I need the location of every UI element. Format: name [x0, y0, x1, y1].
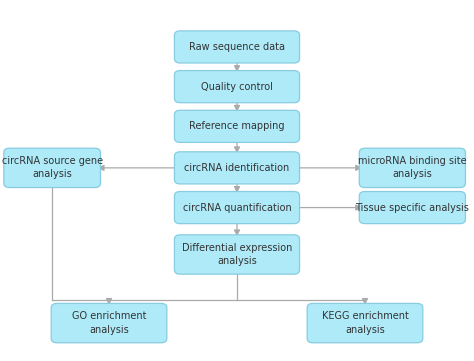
- FancyBboxPatch shape: [174, 70, 300, 103]
- Text: Differential expression
analysis: Differential expression analysis: [182, 243, 292, 266]
- Text: Reference mapping: Reference mapping: [189, 121, 285, 131]
- FancyBboxPatch shape: [51, 303, 167, 343]
- FancyBboxPatch shape: [307, 303, 423, 343]
- FancyBboxPatch shape: [174, 152, 300, 184]
- FancyBboxPatch shape: [4, 148, 100, 187]
- Text: Raw sequence data: Raw sequence data: [189, 42, 285, 52]
- Text: GO enrichment
analysis: GO enrichment analysis: [72, 312, 146, 335]
- FancyBboxPatch shape: [174, 235, 300, 274]
- Text: KEGG enrichment
analysis: KEGG enrichment analysis: [321, 312, 409, 335]
- FancyBboxPatch shape: [359, 192, 465, 224]
- Text: circRNA quantification: circRNA quantification: [182, 203, 292, 213]
- Text: Tissue specific analysis: Tissue specific analysis: [356, 203, 469, 213]
- Text: Quality control: Quality control: [201, 82, 273, 92]
- FancyBboxPatch shape: [174, 192, 300, 224]
- FancyBboxPatch shape: [174, 31, 300, 63]
- Text: circRNA identification: circRNA identification: [184, 163, 290, 173]
- Text: microRNA binding site
analysis: microRNA binding site analysis: [358, 156, 467, 179]
- Text: circRNA source gene
analysis: circRNA source gene analysis: [1, 156, 103, 179]
- FancyBboxPatch shape: [359, 148, 465, 187]
- FancyBboxPatch shape: [174, 110, 300, 142]
